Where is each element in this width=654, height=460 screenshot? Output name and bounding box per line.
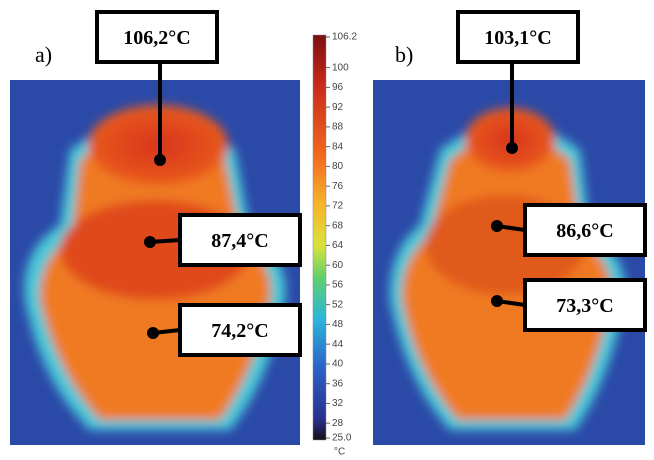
colorbar-tick-label: 40 [332, 359, 344, 370]
colorbar-tick-label: 44 [332, 339, 344, 350]
colorbar-tick-label: 52 [332, 299, 344, 310]
temperature-label: 87,4°C [211, 230, 268, 252]
colorbar-tick-label: 32 [332, 398, 344, 409]
colorbar-tick-label: 106.2 [332, 32, 357, 43]
temperature-label: 106,2°C [123, 27, 190, 49]
callout-dot [154, 154, 166, 166]
colorbar-tick-label: 64 [332, 240, 344, 251]
colorbar-tick-label: 88 [332, 122, 344, 133]
temperature-label: 86,6°C [556, 220, 613, 242]
panel-label: b) [395, 42, 413, 67]
colorbar-tick-label: 96 [332, 82, 344, 93]
colorbar-tick-label: 48 [332, 319, 344, 330]
temperature-label: 73,3°C [556, 295, 613, 317]
panel-label: a) [35, 42, 52, 67]
temperature-label: 74,2°C [211, 320, 268, 342]
colorbar-tick-label: 28 [332, 418, 344, 429]
colorbar-tick-label: 72 [332, 201, 344, 212]
colorbar-tick-label: 80 [332, 161, 344, 172]
callout-dot [491, 295, 503, 307]
thermal-image-b [373, 80, 645, 445]
colorbar-tick-label: 76 [332, 181, 344, 192]
colorbar-tick-label: 100 [332, 62, 349, 73]
colorbar-tick-label: 60 [332, 260, 344, 271]
colorbar-tick-label: 68 [332, 220, 344, 231]
colorbar-tick-label: 25.0 [332, 433, 352, 444]
figure: °C a) b) 106,2°C 87,4°C 74,2°C 103,1°C 86,6°… [0, 0, 654, 460]
callout-dot [506, 142, 518, 154]
callout-dot [144, 236, 156, 248]
colorbar-tick-label: 84 [332, 141, 344, 152]
colorbar-tick-label: 36 [332, 378, 344, 389]
colorbar [313, 35, 326, 440]
temperature-label: 103,1°C [484, 27, 551, 49]
callout-dot [491, 220, 503, 232]
colorbar-unit: °C [334, 447, 345, 458]
colorbar-tick-label: 92 [332, 102, 344, 113]
callout-dot [147, 327, 159, 339]
colorbar-tick-label: 56 [332, 280, 344, 291]
